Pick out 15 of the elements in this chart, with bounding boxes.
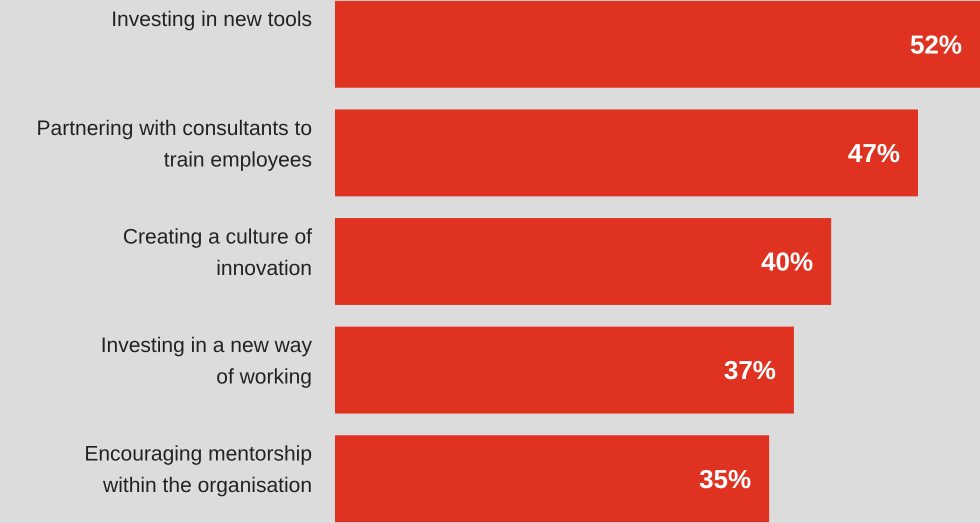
bar [335,218,832,305]
y-tick-label: Investing in a new way of working [100,334,312,389]
data-label: 37% [724,355,776,386]
bar [335,0,980,88]
bar [335,109,918,196]
bar [335,435,770,522]
y-tick-label: Encouraging mentorship within the organisation [84,442,312,498]
y-tick-label: Investing in new tools [111,8,312,32]
data-label: 47% [848,138,900,168]
data-label: 40% [761,246,814,277]
data-label: 52% [910,29,962,60]
y-tick-label: Creating a culture of innovation [122,225,312,280]
y-tick-label: Partnering with consultants to train employees [36,116,312,172]
data-label: 35% [699,464,752,494]
bar [335,326,794,414]
